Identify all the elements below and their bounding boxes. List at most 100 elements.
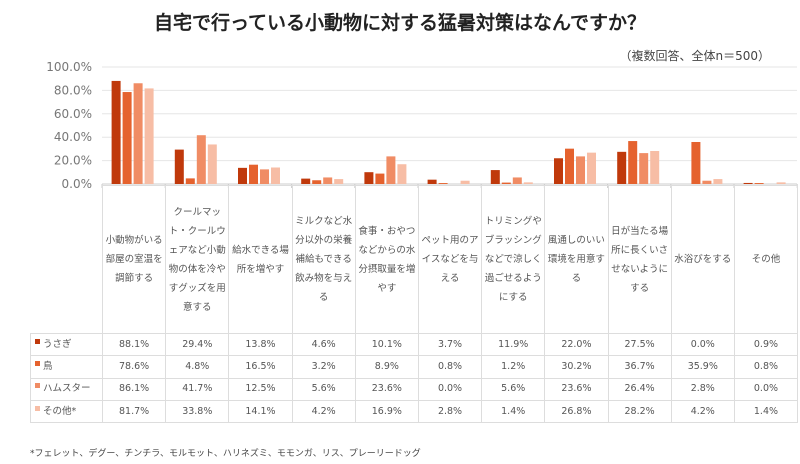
table-cell: 2.8% bbox=[670, 377, 735, 401]
bar bbox=[702, 180, 712, 184]
bar bbox=[776, 182, 786, 184]
table-cell: 12.5% bbox=[228, 377, 293, 401]
bar bbox=[174, 149, 184, 184]
bar bbox=[196, 135, 206, 184]
legend-entry: うさぎ bbox=[30, 332, 103, 357]
table-cell: 23.6% bbox=[544, 377, 609, 401]
y-tick-label: 60.0% bbox=[54, 107, 92, 121]
bar bbox=[460, 180, 470, 184]
legend-swatch bbox=[35, 405, 40, 411]
table-cell: 22.0% bbox=[544, 332, 609, 357]
bar bbox=[501, 182, 511, 184]
bar bbox=[249, 164, 258, 184]
bar bbox=[438, 183, 448, 184]
table-cell: 11.9% bbox=[481, 332, 546, 357]
table-cell: 0.0% bbox=[733, 377, 799, 401]
legend-entry: ハムスター bbox=[30, 377, 103, 401]
bar bbox=[587, 152, 596, 184]
table-cell: 3.2% bbox=[291, 355, 356, 379]
bar bbox=[565, 148, 574, 184]
bar bbox=[185, 178, 195, 184]
table-cell: 28.2% bbox=[607, 399, 672, 424]
category-label: トリミングやブラッシングなどで涼しく過ごせるようにする bbox=[481, 185, 546, 334]
series-name: 鳥 bbox=[43, 360, 53, 372]
table-cell: 81.7% bbox=[101, 399, 167, 424]
category-label: ミルクなど水分以外の栄養補給もできる飲み物を与える bbox=[291, 185, 356, 334]
table-cell: 0.0% bbox=[417, 377, 483, 401]
bar bbox=[260, 169, 269, 184]
table-cell: 0.8% bbox=[733, 355, 799, 379]
table-cell: 36.7% bbox=[607, 355, 672, 379]
table-cell: 14.1% bbox=[228, 399, 293, 424]
bar bbox=[364, 172, 374, 184]
category-label: 小動物がいる部屋の室温を調節する bbox=[101, 185, 167, 334]
table-cell: 33.8% bbox=[165, 399, 230, 424]
table-cell: 23.6% bbox=[354, 377, 419, 401]
table-cell: 4.2% bbox=[670, 399, 735, 424]
legend-entry: 鳥 bbox=[30, 355, 103, 379]
bar bbox=[650, 151, 660, 184]
table-row: ハムスター 86.1% 41.7% 12.5% 5.6% 23.6% 0.0% 5.6% 23.… bbox=[30, 377, 799, 401]
bar-chart: 0.0%20.0%40.0%60.0%80.0%100.0% bbox=[46, 60, 798, 190]
series-name: うさぎ bbox=[43, 338, 72, 350]
table-cell: 3.7% bbox=[417, 332, 483, 357]
bar bbox=[271, 167, 280, 184]
bar bbox=[238, 167, 247, 184]
bar bbox=[334, 179, 344, 184]
bar bbox=[301, 178, 311, 184]
bar bbox=[754, 183, 764, 184]
table-cell: 1.4% bbox=[481, 399, 546, 424]
bar bbox=[312, 180, 322, 184]
bar bbox=[576, 156, 585, 184]
table-cell: 41.7% bbox=[165, 377, 230, 401]
bar bbox=[144, 88, 154, 184]
bar bbox=[427, 179, 437, 184]
category-label: 風通しのいい環境を用意する bbox=[544, 185, 609, 334]
bar bbox=[323, 177, 333, 184]
y-tick-label: 80.0% bbox=[54, 83, 92, 97]
table-cell: 1.4% bbox=[733, 399, 799, 424]
table-cell: 5.6% bbox=[291, 377, 356, 401]
table-cell: 26.8% bbox=[544, 399, 609, 424]
table-cell: 4.2% bbox=[291, 399, 356, 424]
bar bbox=[617, 151, 627, 184]
y-tick-label: 100.0% bbox=[46, 60, 92, 74]
table-row: その他* 81.7% 33.8% 14.1% 4.2% 16.9% 2.8% 1.4% 26.8… bbox=[30, 399, 799, 424]
table-cell: 35.9% bbox=[670, 355, 735, 379]
bar bbox=[111, 80, 121, 184]
table-cell: 86.1% bbox=[101, 377, 167, 401]
table-cell: 13.8% bbox=[228, 332, 293, 357]
table-cell: 0.8% bbox=[417, 355, 483, 379]
bar bbox=[628, 141, 638, 184]
category-label: 日が当たる場所に長くいさせないようにする bbox=[607, 185, 672, 334]
bar bbox=[523, 182, 533, 184]
table-cell: 16.5% bbox=[228, 355, 293, 379]
bar bbox=[554, 158, 563, 184]
bar bbox=[397, 164, 407, 184]
chart-subtitle: （複数回答、全体n＝500） bbox=[619, 49, 770, 63]
table-cell: 0.0% bbox=[670, 332, 735, 357]
table-cell: 4.6% bbox=[291, 332, 356, 357]
chart-title: 自宅で行っている小動物に対する猛暑対策はなんですか？ bbox=[153, 12, 647, 34]
category-label: 食事・おやつなどからの水分摂取量を増やす bbox=[354, 185, 419, 334]
table-cell: 78.6% bbox=[101, 355, 167, 379]
series-name: その他* bbox=[43, 405, 77, 417]
table-cell: 26.4% bbox=[607, 377, 672, 401]
legend-entry: その他* bbox=[30, 399, 103, 424]
bar bbox=[512, 177, 522, 184]
bar bbox=[133, 83, 143, 184]
y-tick-label: 20.0% bbox=[54, 154, 92, 168]
footnote: *フェレット、デグー、チンチラ、モルモット、ハリネズミ、モモンガ、リス、プレーリ… bbox=[30, 449, 421, 459]
bar bbox=[386, 156, 396, 184]
y-tick-label: 40.0% bbox=[54, 130, 92, 144]
category-label: 給水できる場所を増やす bbox=[228, 185, 293, 334]
legend-swatch bbox=[35, 383, 40, 389]
bar bbox=[490, 170, 500, 184]
bar bbox=[639, 153, 649, 184]
bar bbox=[207, 144, 217, 184]
table-cell: 88.1% bbox=[101, 332, 167, 357]
table-cell: 5.6% bbox=[481, 377, 546, 401]
table-cell: 8.9% bbox=[354, 355, 419, 379]
table-cell: 10.1% bbox=[354, 332, 419, 357]
table-cell: 0.9% bbox=[733, 332, 799, 357]
